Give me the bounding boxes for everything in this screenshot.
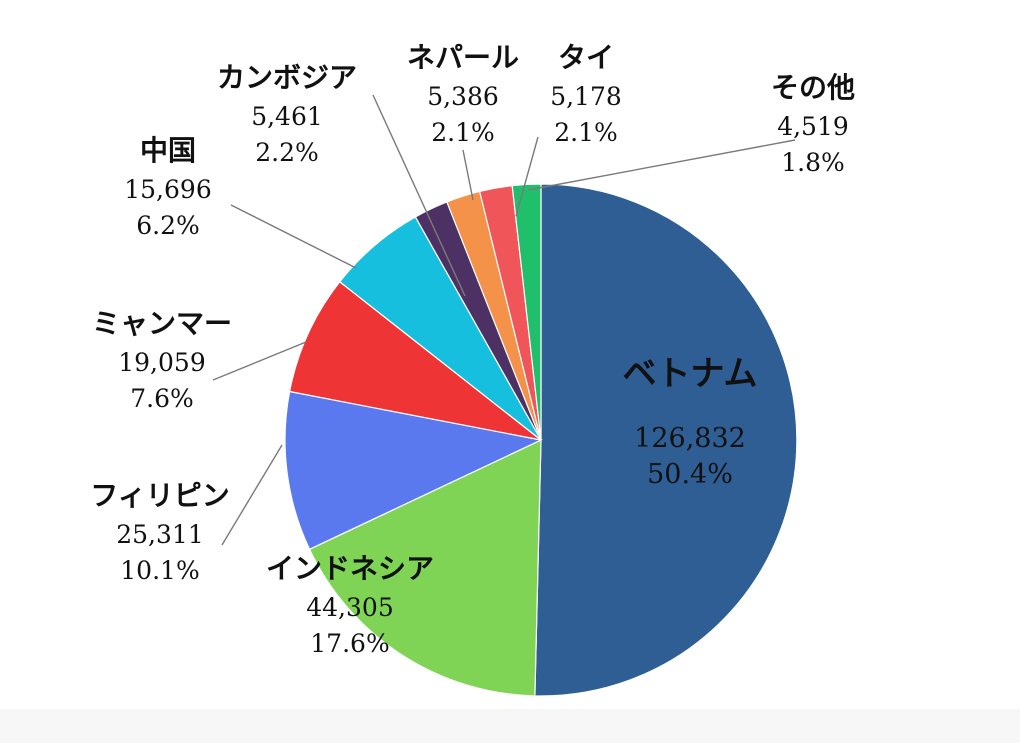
slice-percent-label: 2.1% (554, 118, 618, 147)
slice-percent-label: 7.6% (130, 384, 194, 413)
slice-category-label: インドネシア (266, 552, 434, 585)
slice-value-label: 5,386 (427, 82, 499, 111)
pie-slice-3 (288, 280, 542, 441)
leader-line-8 (527, 139, 796, 191)
slice-percent-label: 50.4% (647, 459, 733, 490)
leader-line-6 (462, 149, 474, 201)
slice-percent-label: 17.6% (310, 629, 389, 658)
pie-slice-8 (511, 183, 542, 441)
slice-category-label: カンボジア (217, 61, 357, 94)
slice-percent-label: 2.2% (255, 138, 319, 167)
slice-value-label: 4,519 (777, 112, 849, 141)
slice-category-label: ネパール (407, 41, 519, 74)
slice-category-label: ベトナム (623, 354, 758, 394)
pie-slice-0 (534, 183, 798, 697)
slice-value-label: 126,832 (634, 423, 746, 454)
leader-line-4 (230, 204, 357, 269)
slice-value-label: 19,059 (118, 348, 205, 377)
slice-value-label: 5,178 (550, 82, 622, 111)
slice-value-label: 15,696 (124, 175, 211, 204)
slice-category-label: 中国 (140, 134, 196, 167)
leader-line-2 (221, 444, 283, 546)
slice-value-label: 5,461 (251, 102, 323, 131)
slice-category-label: フィリピン (90, 479, 229, 512)
leader-line-3 (212, 341, 307, 381)
slice-percent-label: 2.1% (431, 118, 495, 147)
bottom-strip (0, 709, 1020, 743)
slice-category-label: タイ (558, 41, 614, 74)
slice-category-label: その他 (771, 71, 855, 104)
slice-category-label: ミャンマー (92, 307, 232, 340)
slice-value-label: 25,311 (116, 520, 203, 549)
pie-slice-2 (284, 390, 543, 551)
leader-lines (212, 94, 796, 546)
leader-line-7 (515, 136, 539, 217)
slice-labels: ベトナム 126,832 50.4% インドネシア 44,305 17.6% フィリピン 25… (90, 41, 855, 658)
pie-slices (284, 183, 798, 697)
leader-line-5 (372, 94, 466, 297)
pie-slice-1 (308, 439, 542, 697)
slice-percent-label: 10.1% (120, 556, 199, 585)
slice-value-label: 44,305 (306, 593, 393, 622)
slice-percent-label: 6.2% (136, 211, 200, 240)
slice-percent-label: 1.8% (781, 148, 845, 177)
